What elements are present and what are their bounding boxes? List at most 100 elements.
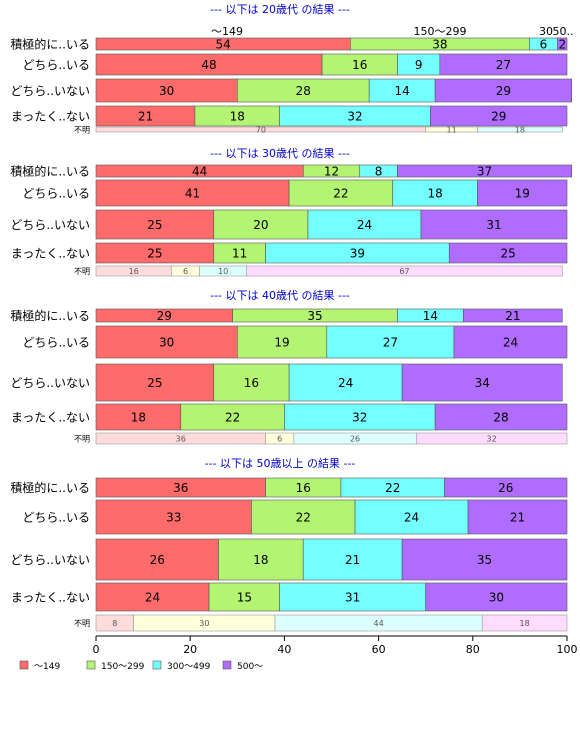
bar-3-3-label-0: 24	[145, 590, 160, 604]
bar-1-1-label-2: 18	[427, 186, 442, 200]
panel-title-0: --- 以下は 20歳代 の結果 ---	[210, 2, 350, 16]
bar-1-3-label-2: 39	[350, 246, 365, 260]
row-label-0-1: どちら..いる	[22, 58, 90, 72]
x-tick-label-5: 100	[557, 643, 578, 656]
bar-0-3-label-0: 21	[138, 109, 153, 123]
bar-3-0-label-3: 26	[498, 481, 513, 495]
unknown-bar-1-segment-3	[246, 265, 563, 277]
bar-3-2-segment-1	[218, 538, 304, 581]
bar-1-1-segment-2	[392, 179, 478, 207]
bar-1-1-label-0: 41	[185, 186, 200, 200]
row-label-2-3: まったく..ない	[11, 411, 90, 425]
panel-title-1: --- 以下は 30歳代 の結果 ---	[210, 146, 350, 160]
bar-2-0-label-0: 29	[157, 309, 172, 323]
legend-label-1: 150～299	[101, 662, 145, 672]
bar-2-0-segment-3	[463, 308, 563, 323]
bar-1-2-label-2: 24	[357, 218, 372, 232]
bar-3-2-segment-3	[401, 538, 568, 581]
bar-1-2-label-1: 20	[253, 218, 268, 232]
bar-2-3-label-0: 18	[131, 410, 146, 424]
bar-1-1-segment-1	[288, 179, 394, 207]
bar-1-0-label-2: 8	[375, 164, 383, 178]
bar-0-1-label-2: 9	[415, 58, 423, 72]
bar-1-2-label-3: 31	[486, 218, 501, 232]
bar-0-0-label-0: 54	[216, 37, 231, 51]
row-label-1-3: まったく..ない	[11, 247, 90, 261]
bar-1-1-label-1: 22	[333, 186, 348, 200]
bar-0-3-label-3: 29	[491, 109, 506, 123]
bar-2-1-segment-3	[453, 325, 568, 359]
unknown-bar-1-label-1: 6	[183, 267, 188, 276]
row-label-2-1: どちら..いる	[22, 336, 90, 350]
bar-3-1-segment-1	[251, 499, 356, 535]
bar-2-0-label-3: 21	[505, 309, 520, 323]
bar-0-0-segment-3	[557, 37, 568, 51]
bar-0-3-label-1: 18	[230, 109, 245, 123]
unknown-bar-3-label-0: 8	[112, 619, 117, 628]
bar-1-2-segment-3	[420, 209, 568, 240]
bar-2-3-segment-0	[95, 403, 182, 431]
bar-1-1-segment-0	[95, 179, 290, 207]
bar-3-3-label-1: 15	[237, 590, 252, 604]
bar-2-2-segment-0	[95, 363, 215, 402]
legend-swatch-2	[152, 660, 162, 670]
bar-3-2-label-0: 26	[150, 553, 165, 567]
bar-0-2-label-3: 29	[496, 84, 511, 98]
unknown-label-1: 不明	[74, 267, 90, 276]
top-segment-label-2: 30	[539, 25, 553, 38]
row-label-3-1: どちら..いる	[22, 511, 90, 525]
bar-3-0-label-2: 22	[385, 481, 400, 495]
row-label-2-0: 積極的に..いる	[10, 308, 90, 323]
unknown-label-3: 不明	[74, 619, 90, 628]
bar-2-0-label-1: 35	[307, 309, 322, 323]
unknown-bar-0-label-2: 18	[515, 125, 525, 134]
top-segment-label-3: 50..	[553, 25, 574, 38]
bar-3-3-segment-3	[425, 582, 568, 612]
bar-3-0-segment-3	[444, 477, 568, 498]
unknown-bar-2-segment-3	[415, 432, 568, 445]
bar-0-2-label-2: 14	[395, 84, 410, 98]
bar-3-3-segment-2	[279, 582, 426, 612]
unknown-bar-2-label-1: 6	[277, 434, 282, 443]
unknown-bar-1-label-3: 67	[399, 267, 409, 276]
bar-2-2-segment-3	[401, 363, 563, 402]
legend-swatch-3	[222, 660, 232, 670]
unknown-bar-3-label-3: 18	[520, 619, 530, 628]
bar-2-3-label-2: 32	[352, 410, 367, 424]
row-label-3-0: 積極的に..いる	[10, 480, 90, 495]
bar-0-1-label-0: 48	[201, 58, 216, 72]
bar-0-3-segment-3	[430, 105, 568, 127]
bar-0-2-segment-3	[434, 78, 573, 103]
bar-1-1-segment-3	[477, 179, 568, 207]
legend-label-3: 500～	[237, 662, 263, 672]
bar-2-1-label-2: 27	[383, 335, 398, 349]
unknown-bar-3-label-2: 44	[374, 619, 384, 628]
bar-2-1-label-3: 24	[503, 335, 518, 349]
bar-2-3-label-3: 28	[493, 410, 508, 424]
panel-title-2: --- 以下は 40歳代 の結果 ---	[210, 288, 350, 302]
bar-3-2-label-1: 18	[253, 553, 268, 567]
bar-1-3-label-1: 11	[232, 246, 247, 260]
legend-swatch-1	[86, 660, 96, 670]
legend-label-0: ～149	[34, 662, 60, 672]
bar-3-2-label-3: 35	[477, 553, 492, 567]
bar-0-1-segment-3	[439, 53, 568, 76]
panel-title-3: --- 以下は 50歳以上 の結果 ---	[205, 456, 356, 470]
bar-1-2-segment-0	[95, 209, 215, 240]
x-tick-label-1: 20	[183, 643, 197, 656]
bar-3-3-label-3: 30	[489, 590, 504, 604]
bar-2-1-label-0: 30	[159, 335, 174, 349]
bar-3-0-label-1: 16	[296, 481, 311, 495]
unknown-bar-2-label-3: 32	[487, 434, 497, 443]
x-tick-label-2: 40	[277, 643, 291, 656]
bar-2-1-segment-1	[237, 325, 328, 359]
top-segment-label-0: ～149	[211, 25, 243, 38]
bar-0-1-label-1: 16	[352, 58, 367, 72]
bar-3-1-segment-3	[467, 499, 568, 535]
bar-3-0-label-0: 36	[173, 481, 188, 495]
bar-1-0-label-3: 37	[477, 164, 492, 178]
unknown-label-0: 不明	[74, 126, 90, 135]
bar-0-1-label-3: 27	[496, 58, 511, 72]
bar-2-2-label-1: 16	[244, 376, 259, 390]
bar-0-2-label-1: 28	[296, 84, 311, 98]
